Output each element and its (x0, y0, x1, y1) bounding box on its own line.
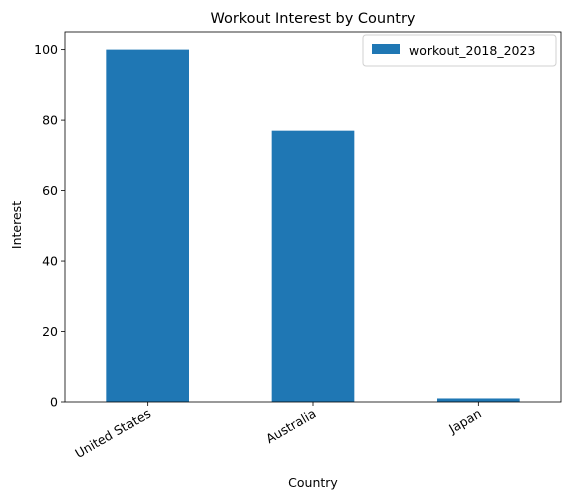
x-tick-label: Japan (445, 406, 484, 437)
axes-frame (64, 31, 562, 403)
y-tick-label: 80 (42, 113, 58, 128)
bar-0 (106, 49, 189, 402)
legend-swatch (372, 44, 400, 54)
bar-2 (437, 398, 520, 402)
y-tick-label: 40 (42, 254, 58, 269)
legend-label: workout_2018_2023 (409, 43, 535, 58)
y-tick-label: 20 (42, 324, 58, 339)
y-tick-label: 0 (50, 395, 58, 410)
y-tick-label: 100 (34, 42, 58, 57)
legend-box (362, 34, 557, 67)
y-tick-label: 60 (42, 183, 58, 198)
x-tick-label: Australia (263, 406, 318, 447)
y-axis-label: Interest (9, 201, 24, 249)
x-tick-label: United States (72, 406, 153, 461)
chart-title: Workout Interest by Country (210, 11, 415, 27)
x-axis-label: Country (288, 475, 338, 490)
legend: workout_2018_2023 (362, 34, 557, 67)
plot-area: 0 20 40 60 80 100 United States Australia Japan (34, 31, 562, 461)
bar-1 (271, 130, 355, 402)
